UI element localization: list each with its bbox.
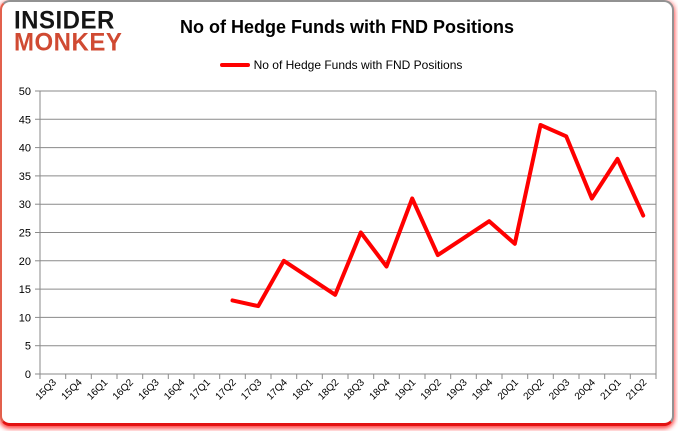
x-axis-label: 15Q4 [60,377,85,402]
y-axis-label: 20 [19,256,31,268]
x-axis-label: 16Q1 [85,377,110,402]
x-axis-label: 20Q2 [522,377,547,402]
chart-legend: No of Hedge Funds with FND Positions [10,58,672,72]
y-axis-label: 5 [25,341,31,353]
x-axis-label: 18Q2 [316,377,341,402]
x-axis-label: 20Q1 [496,377,521,402]
logo-insider-text: INSIDER [14,6,115,35]
y-axis-label: 50 [19,86,31,98]
x-axis-label: 17Q2 [214,377,239,402]
logo-monkey-text: MONKEY [14,28,123,57]
x-axis-label: 17Q1 [188,377,213,402]
x-axis-label: 19Q2 [419,377,444,402]
chart-title: No of Hedge Funds with FND Positions [180,17,514,37]
x-axis-label: 20Q4 [573,377,598,402]
x-axis-label: 20Q3 [547,377,572,402]
line-chart-canvas: 0 5 10 15 20 25 30 35 40 45 50 15Q3 15Q4 16Q1 16Q2 16Q3… [19,86,657,402]
x-axis-label: 19Q4 [470,377,495,402]
x-axis-label: 16Q2 [111,377,136,402]
legend-label: No of Hedge Funds with FND Positions [253,58,463,72]
y-axis-label: 25 [19,228,31,240]
x-axis-label: 21Q2 [624,377,649,402]
y-axis-label: 35 [19,171,31,183]
x-axis-label: 18Q3 [342,377,367,402]
x-axis-label: 17Q3 [239,377,264,402]
x-axis-label: 19Q1 [393,377,418,402]
x-axis-label: 16Q4 [162,377,187,402]
x-axis-label: 18Q4 [368,377,393,402]
x-axis-label: 17Q4 [265,377,290,402]
series-line [230,123,646,309]
x-axis-label: 16Q3 [137,377,162,402]
insider-monkey-logo: INSIDER MONKEY [14,6,123,57]
x-axis-label: 15Q3 [34,377,59,402]
y-axis-label: 15 [19,284,31,296]
x-axis-label: 18Q1 [291,377,316,402]
y-axis-label: 45 [19,114,31,126]
y-axis-label: 40 [19,143,31,155]
x-axis-label: 21Q1 [599,377,624,402]
x-axis-label: 19Q3 [445,377,470,402]
y-axis-label: 30 [19,199,31,211]
y-axis-label: 10 [19,312,31,324]
y-axis-label: 0 [25,369,31,381]
legend-line-swatch [219,63,250,67]
